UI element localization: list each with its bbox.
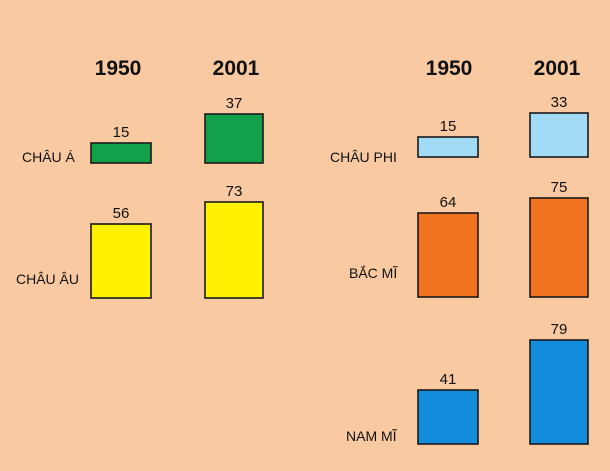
region-label-chau-phi: CHÂU PHI <box>330 149 397 165</box>
value-label-nam-mi-1950: 41 <box>440 371 457 388</box>
region-label-chau-au: CHÂU ÂU <box>16 271 79 287</box>
value-label-bac-mi-2001: 75 <box>551 179 568 196</box>
value-label-chau-au-2001: 73 <box>226 183 243 200</box>
bar-chau-a-1950 <box>90 142 152 164</box>
region-label-nam-mi: NAM MĨ <box>346 428 398 444</box>
value-label-chau-au-1950: 56 <box>113 205 130 222</box>
bar-chau-phi-1950 <box>417 136 479 158</box>
value-label-nam-mi-2001: 79 <box>551 321 568 338</box>
value-label-chau-a-1950: 15 <box>113 124 130 141</box>
region-label-chau-a: CHÂU Á <box>22 149 76 165</box>
year-header-right-1950: 1950 <box>426 57 473 80</box>
bar-chau-a-2001 <box>204 113 264 164</box>
bar-bac-mi-2001 <box>529 197 589 298</box>
year-header-right-2001: 2001 <box>534 57 581 80</box>
value-label-bac-mi-1950: 64 <box>440 194 457 211</box>
value-label-chau-a-2001: 37 <box>226 95 243 112</box>
bar-chau-au-2001 <box>204 201 264 299</box>
bar-chau-au-1950 <box>90 223 152 299</box>
year-header-left-2001: 2001 <box>213 57 260 80</box>
bar-bac-mi-1950 <box>417 212 479 298</box>
region-label-bac-mi: BẮC MĨ <box>349 264 398 281</box>
value-label-chau-phi-1950: 15 <box>440 118 457 135</box>
bar-chau-phi-2001 <box>529 112 589 158</box>
value-label-chau-phi-2001: 33 <box>551 94 568 111</box>
bar-nam-mi-2001 <box>529 339 589 445</box>
year-header-left-1950: 1950 <box>95 57 142 80</box>
bar-nam-mi-1950 <box>417 389 479 445</box>
